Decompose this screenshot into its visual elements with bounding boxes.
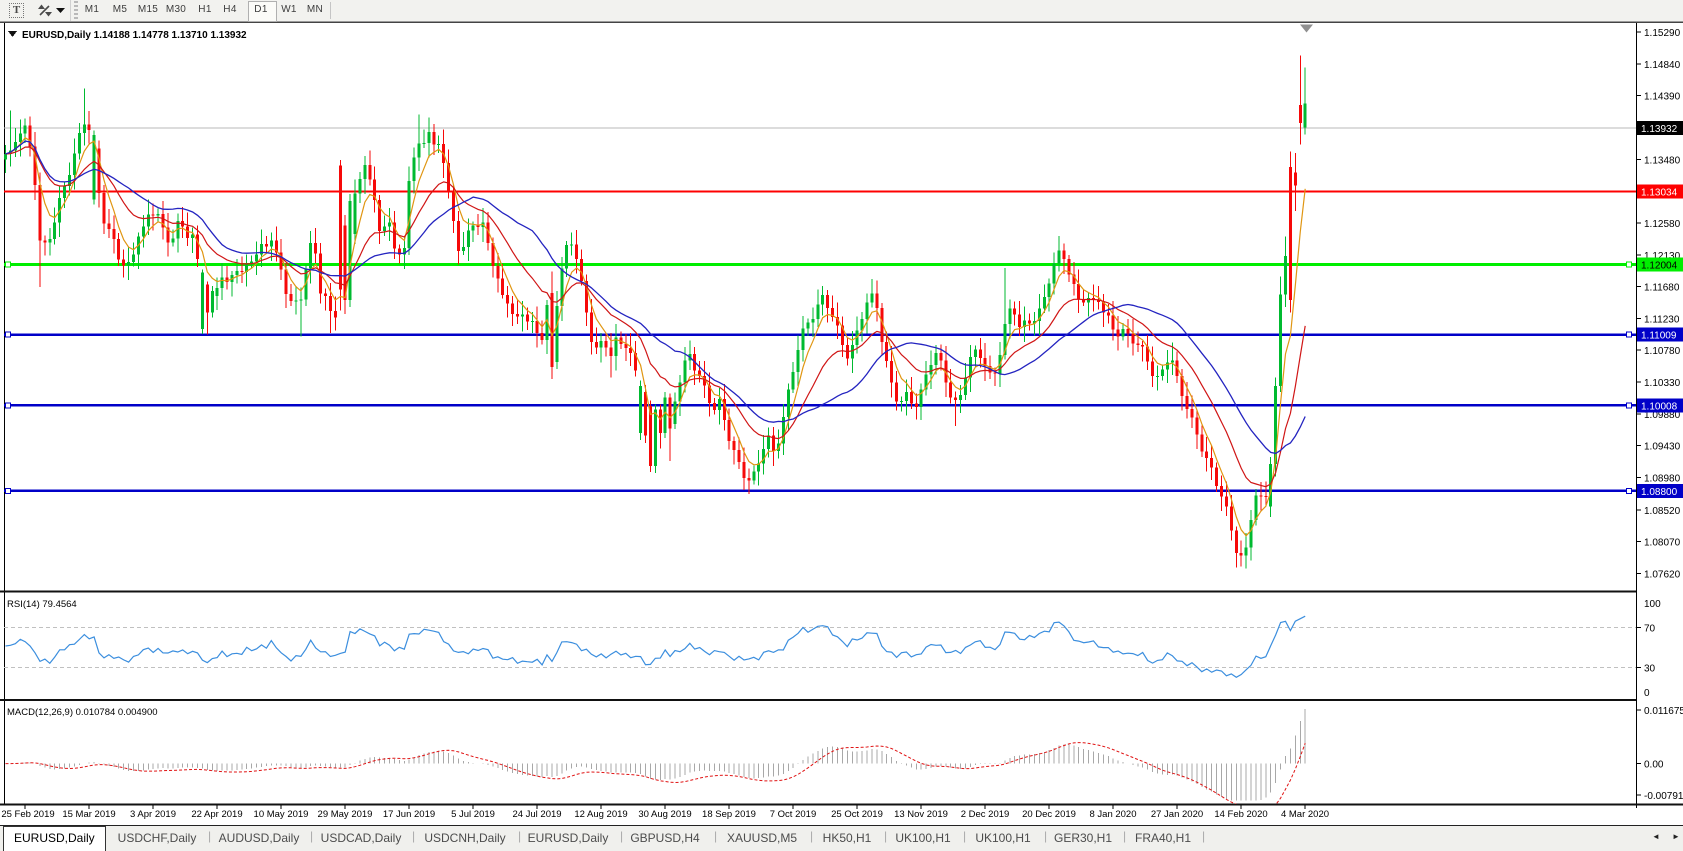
svg-text:1.09880: 1.09880 (1644, 410, 1681, 421)
svg-text:4 Mar 2020: 4 Mar 2020 (1281, 809, 1329, 820)
svg-text:1.11230: 1.11230 (1644, 314, 1680, 325)
svg-text:0.00: 0.00 (1644, 760, 1664, 771)
svg-text:1.15290: 1.15290 (1644, 28, 1681, 39)
svg-text:1.10008: 1.10008 (1641, 401, 1678, 412)
svg-text:0: 0 (1644, 688, 1650, 699)
svg-text:2 Dec 2019: 2 Dec 2019 (961, 809, 1010, 820)
svg-text:100: 100 (1644, 599, 1661, 610)
svg-text:1.07620: 1.07620 (1644, 570, 1681, 581)
svg-text:7 Oct 2019: 7 Oct 2019 (770, 809, 816, 820)
svg-text:8 Jan 2020: 8 Jan 2020 (1089, 809, 1136, 820)
svg-text:RSI(14) 79.4564: RSI(14) 79.4564 (7, 599, 77, 610)
svg-text:1.08980: 1.08980 (1644, 473, 1681, 484)
svg-text:1.08800: 1.08800 (1641, 487, 1678, 498)
svg-text:24 Jul 2019: 24 Jul 2019 (512, 809, 561, 820)
svg-text:1.12130: 1.12130 (1644, 251, 1681, 262)
svg-text:17 Jun 2019: 17 Jun 2019 (383, 809, 435, 820)
svg-text:1.08070: 1.08070 (1644, 538, 1681, 549)
svg-text:10 May 2019: 10 May 2019 (254, 809, 309, 820)
svg-text:15 Mar 2019: 15 Mar 2019 (62, 809, 115, 820)
svg-text:1.13480: 1.13480 (1644, 155, 1681, 166)
svg-text:30 Aug 2019: 30 Aug 2019 (638, 809, 691, 820)
svg-text:1.14390: 1.14390 (1644, 92, 1681, 103)
svg-text:1.11009: 1.11009 (1641, 331, 1677, 342)
svg-text:1.14840: 1.14840 (1644, 60, 1681, 71)
svg-text:1.08520: 1.08520 (1644, 506, 1681, 517)
svg-text:1.13034: 1.13034 (1641, 188, 1678, 199)
svg-text:1.11680: 1.11680 (1644, 283, 1680, 294)
svg-text:14 Feb 2020: 14 Feb 2020 (1214, 809, 1267, 820)
svg-text:29 May 2019: 29 May 2019 (318, 809, 373, 820)
svg-text:MACD(12,26,9) 0.010784 0.00490: MACD(12,26,9) 0.010784 0.004900 (7, 707, 158, 718)
svg-text:22 Apr 2019: 22 Apr 2019 (191, 809, 242, 820)
svg-text:20 Dec 2019: 20 Dec 2019 (1022, 809, 1076, 820)
svg-text:5 Jul 2019: 5 Jul 2019 (451, 809, 495, 820)
svg-text:1.09430: 1.09430 (1644, 442, 1681, 453)
svg-text:25 Feb 2019: 25 Feb 2019 (1, 809, 54, 820)
svg-text:27 Jan 2020: 27 Jan 2020 (1151, 809, 1203, 820)
svg-text:25 Oct 2019: 25 Oct 2019 (831, 809, 883, 820)
svg-text:1.12004: 1.12004 (1641, 261, 1678, 272)
svg-text:EURUSD,Daily 1.14188 1.14778: EURUSD,Daily 1.14188 1.14778 1.13710 1.1… (22, 30, 247, 41)
svg-text:70: 70 (1644, 623, 1656, 634)
svg-text:0.011675: 0.011675 (1644, 706, 1683, 717)
svg-text:30: 30 (1644, 664, 1656, 675)
svg-text:-0.007915: -0.007915 (1644, 791, 1683, 802)
svg-text:12 Aug 2019: 12 Aug 2019 (574, 809, 627, 820)
svg-text:1.13932: 1.13932 (1641, 124, 1678, 135)
svg-text:1.12580: 1.12580 (1644, 219, 1681, 230)
svg-text:3 Apr 2019: 3 Apr 2019 (130, 809, 176, 820)
svg-text:13 Nov 2019: 13 Nov 2019 (894, 809, 948, 820)
svg-text:1.10330: 1.10330 (1644, 378, 1681, 389)
svg-text:1.10780: 1.10780 (1644, 346, 1681, 357)
svg-text:18 Sep 2019: 18 Sep 2019 (702, 809, 756, 820)
